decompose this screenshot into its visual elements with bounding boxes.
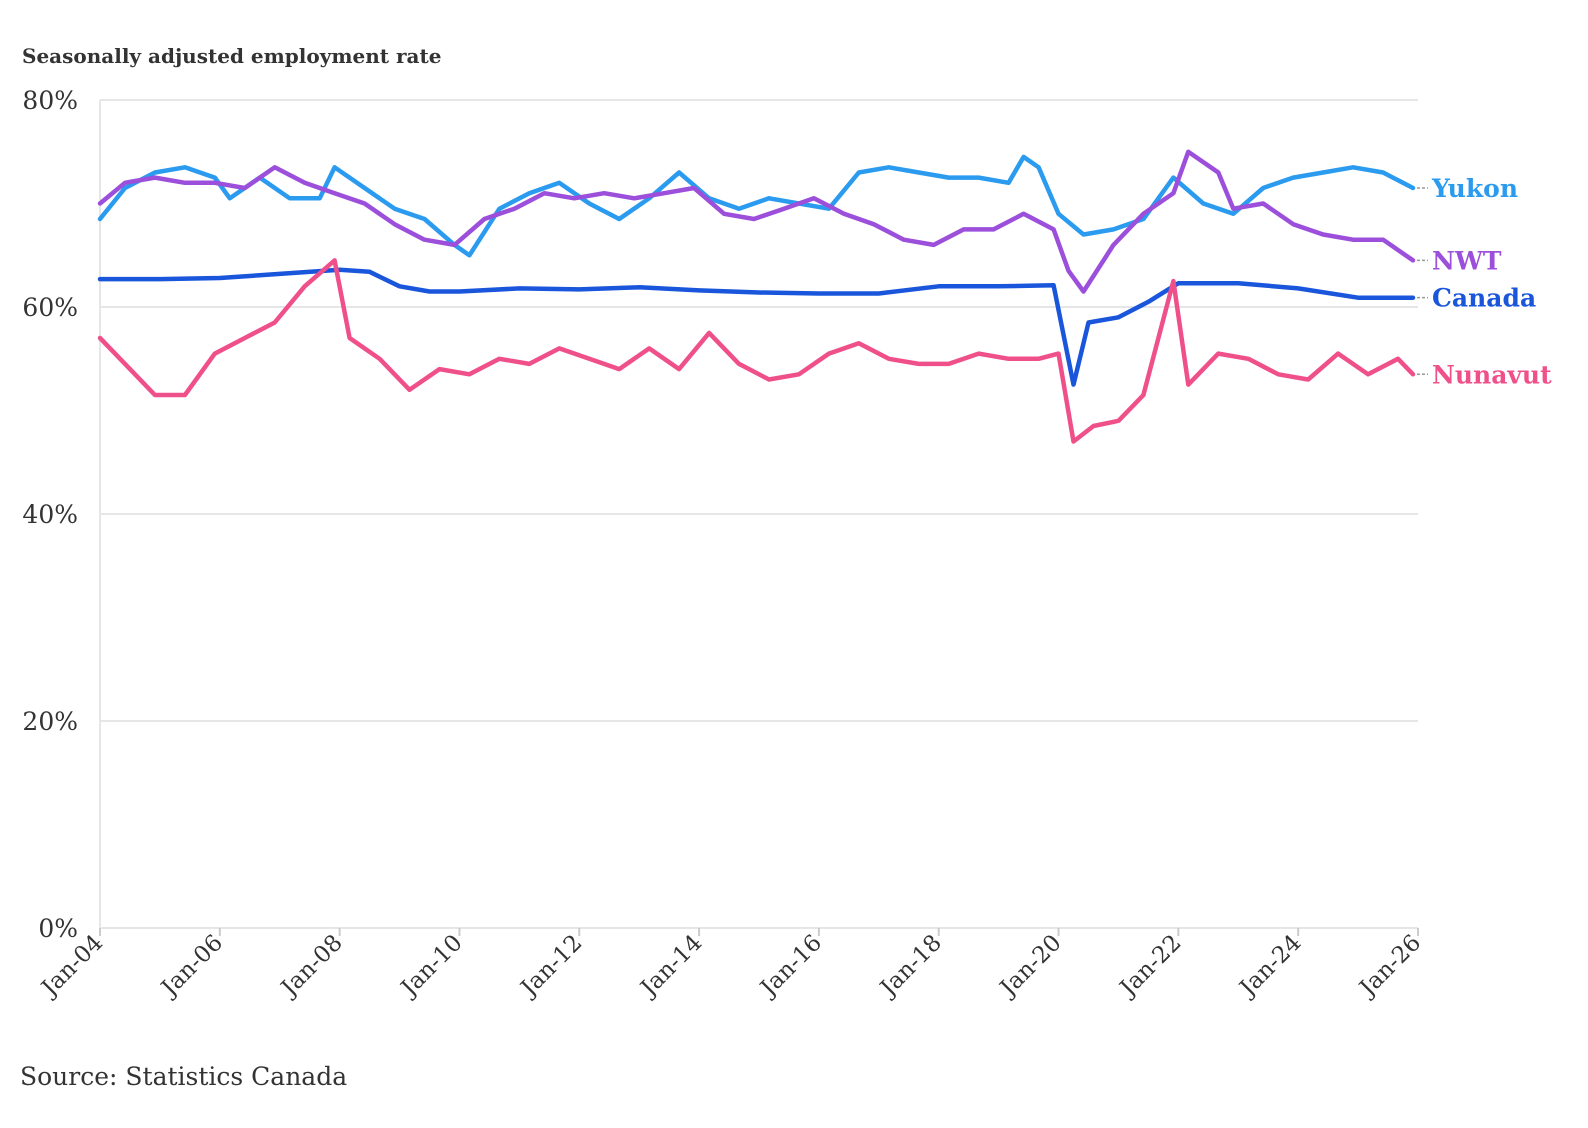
x-tick-label: Jan-20: [994, 930, 1067, 1003]
chart-title: Seasonally adjusted employment rate: [22, 44, 442, 68]
x-tick-label: Jan-16: [754, 930, 827, 1003]
series-line-nunavut: [97, 258, 1416, 444]
x-tick-label: Jan-08: [275, 930, 348, 1003]
x-tick-label: Jan-10: [395, 930, 468, 1003]
grid-layer: [100, 99, 1418, 929]
x-tick-label: Jan-14: [635, 930, 708, 1003]
source-note: Source: Statistics Canada: [20, 1062, 348, 1091]
y-tick-label: 40%: [22, 500, 78, 529]
series-label-nwt: NWT: [1432, 246, 1502, 275]
series-layer: [97, 149, 1416, 444]
series-line-nwt: [97, 149, 1416, 294]
series-label-yukon: Yukon: [1431, 174, 1518, 203]
series-label-canada: Canada: [1432, 284, 1536, 313]
series-label-layer: Yukon NWT Canada Nunavut: [1417, 174, 1552, 389]
x-tick-label: Jan-06: [155, 930, 228, 1003]
y-tick-label: 60%: [22, 293, 78, 322]
x-tick-label: Jan-18: [874, 930, 947, 1003]
x-tick-label: Jan-12: [515, 930, 588, 1003]
y-tick-label: 20%: [22, 707, 78, 736]
x-tick-label: Jan-22: [1114, 930, 1187, 1003]
axis-layer: 0%20%40%60%80%Jan-04 Jan-06 Jan-08 Jan-10 Ja…: [22, 86, 1426, 1003]
y-tick-label: 80%: [22, 86, 78, 115]
series-line-canada: [97, 267, 1416, 387]
y-tick-label: 0%: [38, 914, 78, 943]
x-tick-label: Jan-24: [1234, 930, 1307, 1003]
x-tick-label: Jan-26: [1354, 930, 1427, 1003]
series-label-nunavut: Nunavut: [1432, 360, 1552, 389]
